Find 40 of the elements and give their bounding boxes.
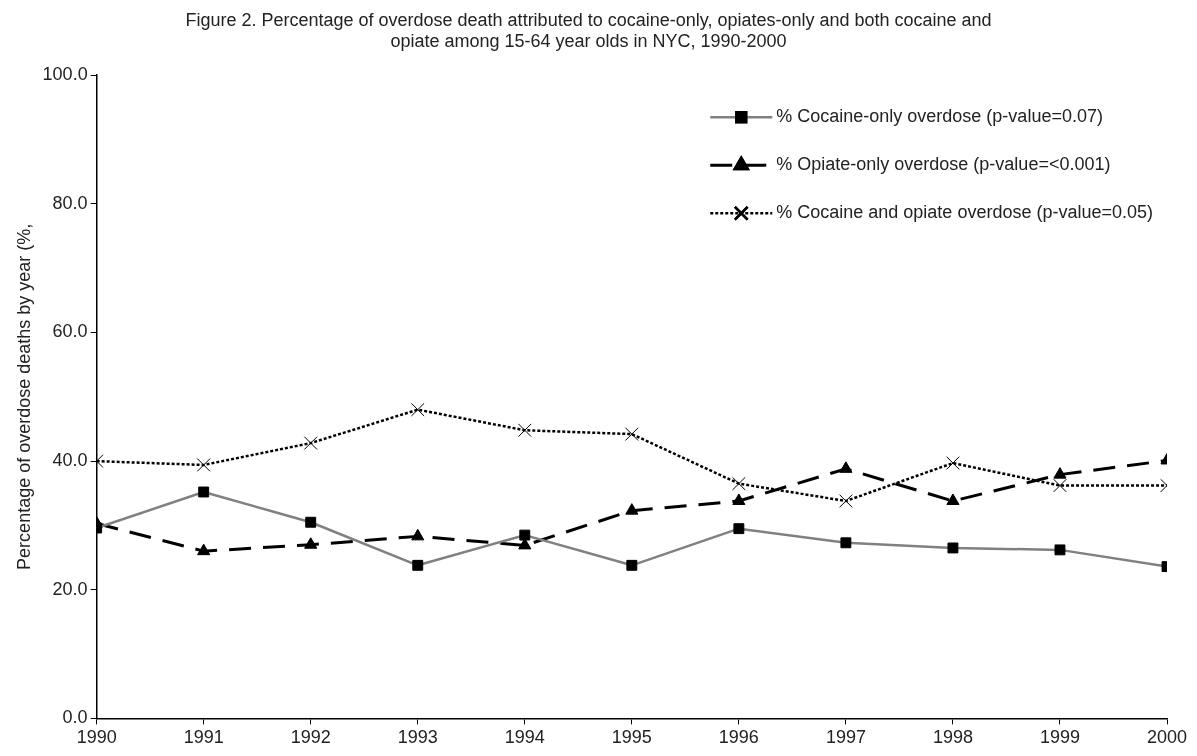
x-tick-label: 1995	[611, 727, 652, 748]
point	[624, 427, 639, 441]
x-tick-label: 1999	[1039, 727, 1080, 748]
y-tick-label: 40.0	[52, 450, 88, 471]
point	[517, 423, 532, 438]
x-tick-label: 1993	[397, 727, 438, 748]
point	[1053, 467, 1067, 479]
point	[625, 503, 639, 515]
text: Figure 2. Percentage of overdose death attributed to cocaine-only, opiates-only and both cocaine and	[185, 9, 992, 30]
x-tick-label: 1997	[825, 727, 866, 748]
legend-label: % Cocaine and opiate overdose (p-value=0.05)	[776, 202, 1154, 223]
point	[839, 461, 853, 473]
point	[410, 402, 425, 417]
point	[411, 528, 425, 541]
x-tick-label: 1996	[718, 727, 759, 748]
x-tick-label: 1990	[76, 727, 117, 748]
point	[304, 537, 318, 549]
y-tick-label: 20.0	[52, 578, 88, 599]
x-tick-label: 2000	[1146, 727, 1188, 748]
y-tick-label: 60.0	[52, 321, 88, 342]
y-axis-title: Percentage of overdose deaths by year (%,	[13, 223, 34, 570]
y-tick-label: 0.0	[62, 707, 88, 728]
point	[732, 493, 746, 505]
y-tick-label: 100.0	[42, 64, 88, 85]
point	[946, 456, 960, 470]
y-tick-label: 80.0	[52, 192, 88, 213]
text: opiate among 15-64 year olds in NYC, 1990-2000	[390, 31, 787, 52]
point	[1053, 478, 1067, 493]
point	[839, 494, 853, 508]
point	[946, 493, 960, 505]
x-tick-label: 1994	[504, 727, 545, 748]
x-tick-label: 1998	[932, 727, 973, 748]
x-tick-label: 1992	[290, 727, 331, 748]
point	[731, 476, 746, 491]
legend-label: % Opiate-only overdose (p-value=<0.001)	[776, 154, 1111, 175]
legend-label: % Cocaine-only overdose (p-value=0.07)	[776, 106, 1103, 127]
point	[197, 543, 211, 556]
point	[196, 458, 211, 472]
point	[303, 436, 318, 450]
x-tick-label: 1991	[183, 727, 224, 748]
